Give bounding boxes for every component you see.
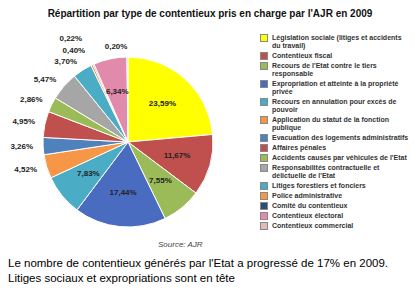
html-text:Responsabilités contractuelle: Responsabilités contractuelle et délictu… xyxy=(272,164,380,179)
svg-text:7,83%: 7,83% xyxy=(77,169,100,178)
html-text:Affaires pénales: Affaires pénales xyxy=(272,144,327,151)
svg-text:11,67%: 11,67% xyxy=(164,151,191,160)
html-text:Contentieux commercial: Contentieux commercial xyxy=(272,222,354,229)
html-text:Evacuation des logements admin: Evacuation des logements administratifs xyxy=(272,134,409,141)
html-text:Recours en annulation pour exc: Recours en annulation pour excès de pouv… xyxy=(272,98,397,113)
svg-text:23,59%: 23,59% xyxy=(149,99,176,108)
html-text:Contentieux électoral: Contentieux électoral xyxy=(272,212,344,219)
svg-text:0,20%: 0,20% xyxy=(105,42,128,51)
svg-text:2,86%: 2,86% xyxy=(20,95,43,104)
html-text:Litiges forestiers et fonciers: Litiges forestiers et fonciers xyxy=(272,182,366,189)
html-text:Source: AJR: Source: AJR xyxy=(158,240,203,249)
html-text:Accidents causés par véhicules: Accidents causés par véhicules de l'Etat xyxy=(272,154,407,161)
html-text:Application du statut de la fo: Application du statut de la fonction pub… xyxy=(272,116,390,131)
html-text:Contentieux fiscal: Contentieux fiscal xyxy=(272,52,333,59)
svg-text:6,34%: 6,34% xyxy=(106,87,129,96)
html-text:Comité du contentieux: Comité du contentieux xyxy=(272,202,348,209)
html-text:Le nombre de contentieux génér: Le nombre de contentieux générés par l'E… xyxy=(8,257,388,284)
svg-text:4,95%: 4,95% xyxy=(12,117,35,126)
html-text:Répartition par type de conten: Répartition par type de contentieux pris… xyxy=(47,8,373,19)
html-text:Législation sociale (litiges e: Législation sociale (litiges et accident… xyxy=(272,34,402,49)
svg-text:4,52%: 4,52% xyxy=(14,165,37,174)
svg-text:3,26%: 3,26% xyxy=(10,142,33,151)
html-text:Recours de l'Etat contre le ti: Recours de l'Etat contre le tiers respon… xyxy=(272,62,377,77)
html-text:Expropriation et atteinte à la: Expropriation et atteinte à la propriété… xyxy=(272,80,399,95)
html-text:Police administrative: Police administrative xyxy=(272,192,342,199)
svg-text:5,47%: 5,47% xyxy=(34,75,57,84)
svg-text:3,70%: 3,70% xyxy=(54,57,77,66)
svg-text:0,40%: 0,40% xyxy=(63,46,86,55)
svg-text:17,44%: 17,44% xyxy=(110,188,137,197)
svg-text:0,22%: 0,22% xyxy=(59,34,82,43)
svg-text:7,55%: 7,55% xyxy=(149,176,172,185)
